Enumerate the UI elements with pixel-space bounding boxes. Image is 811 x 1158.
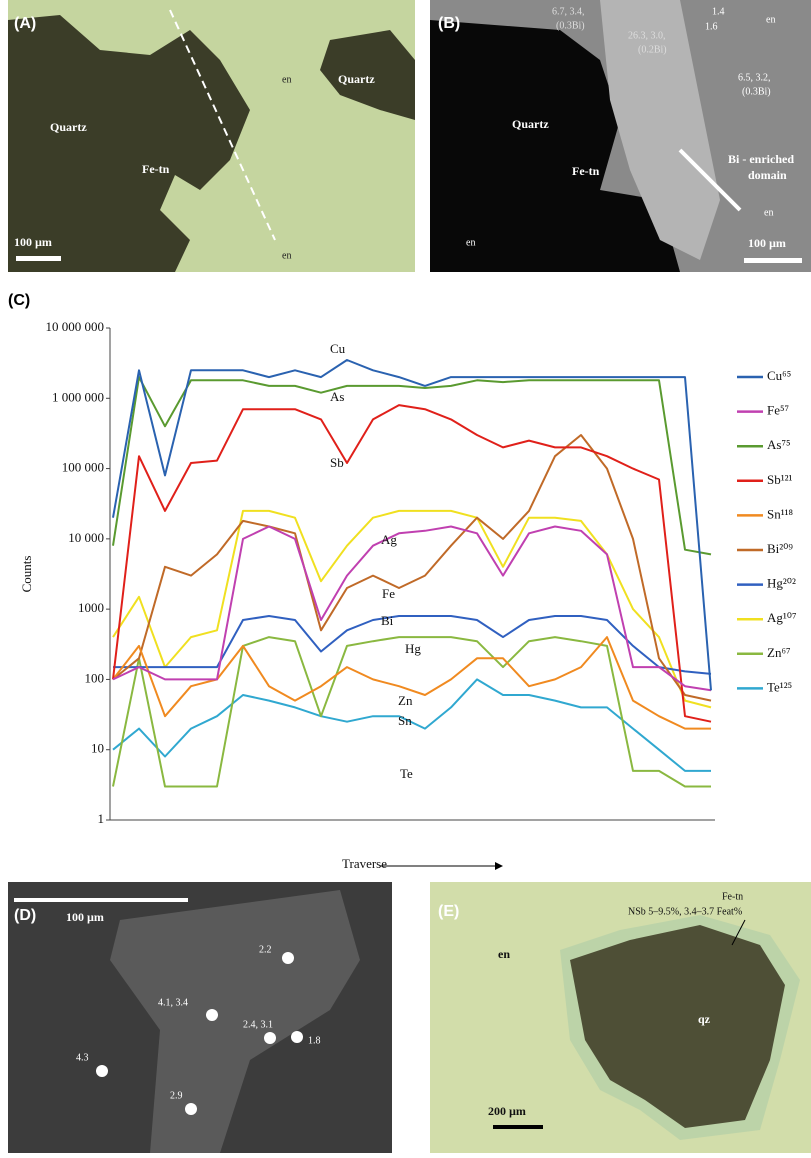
legend-label: Sn¹¹⁸ xyxy=(767,506,794,521)
legend-label: Bi²⁰⁹ xyxy=(767,541,793,556)
chart: Counts Traverse 10 000 000 1 000 000 100 0… xyxy=(19,319,797,871)
arrow-head xyxy=(495,862,503,870)
label: 1.6 xyxy=(705,21,718,32)
spot xyxy=(264,1032,276,1044)
label: 2.9 xyxy=(170,1090,183,1101)
label: Bi - enriched xyxy=(728,152,794,166)
panel-label: (B) xyxy=(438,15,460,32)
spot xyxy=(206,1009,218,1021)
label: qz xyxy=(698,1012,711,1026)
label: Fe-tn xyxy=(722,891,743,902)
x-axis-label: Traverse xyxy=(342,856,387,871)
scale-label: 100 µm xyxy=(14,235,52,249)
annotation: Bi xyxy=(381,613,394,628)
label: Quartz xyxy=(50,120,87,134)
y-tick-label: 1 xyxy=(98,811,105,826)
label: Fe-tn xyxy=(572,164,600,178)
y-tick-label: 10 xyxy=(91,741,104,756)
scale-bar xyxy=(16,256,61,261)
panel-label: (A) xyxy=(14,15,36,32)
y-tick-label: 10 000 000 xyxy=(46,319,105,334)
legend-label: As⁷⁵ xyxy=(767,437,791,452)
annotation: As xyxy=(330,389,344,404)
legend-label: Cu⁶⁵ xyxy=(767,368,791,383)
label: en xyxy=(282,74,291,85)
spot xyxy=(282,952,294,964)
label: en xyxy=(766,14,775,25)
label: en xyxy=(764,207,773,218)
y-tick-label: 10 000 xyxy=(68,530,104,545)
y-tick-label: 1 000 000 xyxy=(52,389,104,404)
series-line xyxy=(113,637,711,786)
scale-label: 100 µm xyxy=(66,910,104,924)
label: Fe-tn xyxy=(142,162,170,176)
label: 2.4, 3.1 xyxy=(243,1019,273,1030)
y-tick-label: 1000 xyxy=(78,600,104,615)
scale-bar xyxy=(744,258,802,263)
annotation: Zn xyxy=(398,693,413,708)
legend-label: Fe⁵⁷ xyxy=(767,403,789,418)
label: en xyxy=(466,237,475,248)
annotation: Sb xyxy=(330,455,344,470)
annotation: Ag xyxy=(381,532,397,547)
label: 4.3 xyxy=(76,1052,89,1063)
spot xyxy=(185,1103,197,1115)
label: NSb 5–9.5%, 3.4–3.7 Feat% xyxy=(628,906,742,917)
scale-label: 200 µm xyxy=(488,1104,526,1118)
y-axis-label: Counts xyxy=(19,556,34,593)
figure: (A) Quartz Fe-tn Quartz en en 100 µm (B)… xyxy=(0,0,811,1153)
legend-label: Sb¹²¹ xyxy=(767,472,793,487)
label: 1.8 xyxy=(308,1035,321,1046)
annotation: Sn xyxy=(398,713,412,728)
annotation: Hg xyxy=(405,641,421,656)
spot xyxy=(96,1065,108,1077)
legend-label: Ag¹⁰⁷ xyxy=(767,610,797,625)
label: (0.2Bi) xyxy=(638,44,667,55)
legend-label: Zn⁶⁷ xyxy=(767,645,791,660)
annotation: Fe xyxy=(382,586,395,601)
panel-e: (E) Fe-tn NSb 5–9.5%, 3.4–3.7 Feat% en q… xyxy=(430,882,811,1153)
scale-bar xyxy=(493,1125,543,1129)
label: en xyxy=(498,947,510,961)
annotation: Cu xyxy=(330,341,346,356)
panel-d: (D) 100 µm 2.2 4.1, 3.4 2.4, 3.1 1.8 4.3… xyxy=(8,882,392,1153)
label: 6.7, 3.4, xyxy=(552,6,585,17)
label: (0.3Bi) xyxy=(556,20,585,31)
y-tick-label: 100 xyxy=(85,670,105,685)
label: 26.3, 3.0, xyxy=(628,30,666,41)
label: Quartz xyxy=(338,72,375,86)
label: en xyxy=(282,250,291,261)
annotation: Te xyxy=(400,766,413,781)
label: Quartz xyxy=(512,117,549,131)
series-line xyxy=(113,527,711,691)
series-line xyxy=(113,435,711,701)
panel-label: (E) xyxy=(438,903,459,920)
panel-label: (C) xyxy=(8,292,30,309)
spot xyxy=(291,1031,303,1043)
label: 4.1, 3.4 xyxy=(158,997,188,1008)
scale-bar xyxy=(14,898,188,902)
panel-a: (A) Quartz Fe-tn Quartz en en 100 µm xyxy=(8,0,415,272)
legend-label: Hg²⁰² xyxy=(767,576,796,591)
series-line xyxy=(113,511,711,708)
panel-b: (B) 6.7, 3.4, (0.3Bi) 26.3, 3.0, (0.2Bi)… xyxy=(430,0,811,272)
label: 6.5, 3.2, xyxy=(738,72,771,83)
label: domain xyxy=(748,168,787,182)
label: 2.2 xyxy=(259,944,272,955)
label: (0.3Bi) xyxy=(742,86,771,97)
series-line xyxy=(113,377,711,554)
page: {"panels": { "a": {"label": "(A)", "quar… xyxy=(0,0,811,1153)
label: 1.4 xyxy=(712,6,725,17)
scale-label: 100 µm xyxy=(748,236,786,250)
legend-label: Te¹²⁵ xyxy=(767,679,792,694)
y-tick-label: 100 000 xyxy=(62,460,104,475)
panel-label: (D) xyxy=(14,907,36,924)
